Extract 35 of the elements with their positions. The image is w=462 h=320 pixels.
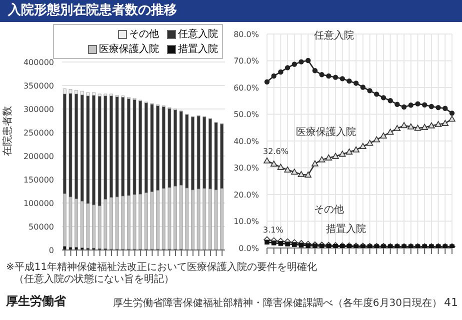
y-tick-label: 50.0%: [234, 110, 260, 120]
legend-label: その他: [128, 28, 159, 41]
y-tick-label: 50000: [28, 222, 54, 232]
y-tick-label: 80.0%: [234, 30, 260, 39]
y-tick-label: 10.0%: [234, 217, 260, 226]
y-tick-label: 200000: [23, 152, 54, 161]
text: 厚生労働省障害保健福祉部精神・障害保健課調べ（各年度6月30日現在）: [112, 298, 442, 309]
data-label: 3.1%: [263, 226, 284, 235]
y-tick-label: 30.0%: [234, 164, 260, 173]
series-label: 任意入院: [313, 29, 354, 42]
text: 厚生労働省: [6, 293, 66, 310]
y-axis-title: 在院患者数: [2, 106, 14, 156]
y-tick-label: 300000: [23, 104, 54, 114]
legend-label: 医療保護入院: [98, 42, 159, 56]
y-tick-label: 350000: [23, 81, 54, 90]
y-tick-label: 0: [48, 246, 54, 255]
text: （任意入院の状態にない旨を明記）: [13, 274, 175, 286]
text: 41: [444, 296, 458, 309]
data-label: 32.6%: [263, 146, 289, 156]
y-tick-label: 250000: [23, 128, 54, 138]
chart-title: 入院形態別在院患者数の推移: [0, 0, 462, 22]
y-tick-label: 20.0%: [234, 190, 260, 200]
y-tick-label: 100000: [23, 198, 54, 208]
y-tick-label: 400000: [23, 58, 54, 67]
y-tick-label: 60.0%: [234, 83, 260, 92]
y-tick-label: 40.0%: [234, 136, 260, 146]
y-tick-label: 0.0%: [238, 244, 260, 253]
text: ※平成11年精神保健福祉法改正において医療保護入院の要件を明確化: [6, 262, 318, 274]
y-tick-label: 70.0%: [234, 56, 260, 66]
legend-label: 措置入院: [177, 42, 218, 56]
text: その他: [314, 203, 344, 216]
series-label: 医療保護入院: [296, 126, 356, 138]
y-tick-label: 150000: [23, 175, 54, 184]
series-label: 措置入院: [326, 223, 366, 236]
legend-label: 任意入院: [177, 28, 218, 41]
